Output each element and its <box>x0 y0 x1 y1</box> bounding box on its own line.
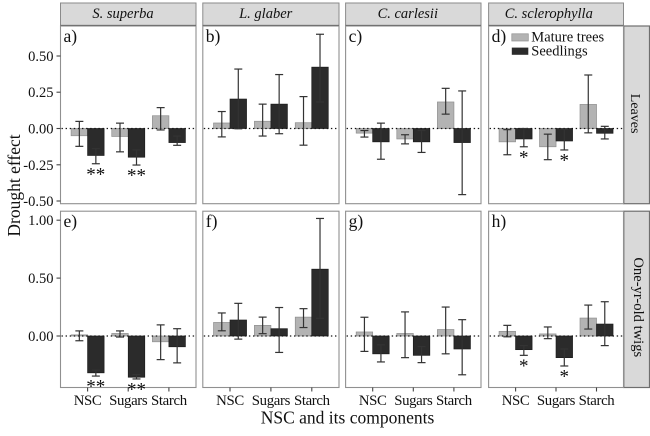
svg-text:1.00: 1.00 <box>28 213 53 229</box>
svg-text:*: * <box>519 356 529 377</box>
svg-text:Seedlings: Seedlings <box>531 43 588 59</box>
svg-text:**: ** <box>127 166 146 187</box>
svg-text:Sugars: Sugars <box>252 393 291 409</box>
svg-text:C. carlesii: C. carlesii <box>378 6 438 22</box>
svg-text:Starch: Starch <box>151 393 188 409</box>
svg-text:a): a) <box>64 26 78 46</box>
svg-text:0.00: 0.00 <box>28 329 53 345</box>
svg-text:0.25: 0.25 <box>28 85 53 101</box>
svg-text:b): b) <box>206 26 221 46</box>
svg-text:Sugars: Sugars <box>394 393 433 409</box>
svg-text:NSC: NSC <box>74 393 102 409</box>
svg-text:*: * <box>560 151 570 172</box>
svg-text:g): g) <box>349 211 364 231</box>
svg-text:0.50: 0.50 <box>28 271 53 287</box>
svg-text:**: ** <box>127 380 146 401</box>
svg-text:Mature trees: Mature trees <box>531 30 604 46</box>
svg-text:Starch: Starch <box>579 393 616 409</box>
svg-text:0.00: 0.00 <box>28 122 53 138</box>
svg-text:-0.50: -0.50 <box>23 194 53 210</box>
svg-text:*: * <box>560 367 570 388</box>
svg-text:*: * <box>519 147 529 168</box>
svg-text:NSC: NSC <box>359 393 387 409</box>
svg-text:NSC and its components: NSC and its components <box>261 408 435 428</box>
svg-text:NSC: NSC <box>502 393 530 409</box>
svg-text:One-yr-old twigs: One-yr-old twigs <box>630 257 646 357</box>
svg-text:Leaves: Leaves <box>627 94 642 134</box>
svg-text:Starch: Starch <box>294 393 331 409</box>
svg-text:C. sclerophylla: C. sclerophylla <box>505 6 593 22</box>
svg-text:Sugars: Sugars <box>109 393 148 409</box>
svg-text:c): c) <box>349 26 363 46</box>
svg-text:Drought effect: Drought effect <box>4 134 24 236</box>
svg-text:h): h) <box>492 211 507 231</box>
svg-text:f): f) <box>206 211 218 231</box>
svg-text:Sugars: Sugars <box>537 393 576 409</box>
svg-text:**: ** <box>86 164 105 185</box>
svg-text:NSC: NSC <box>216 393 244 409</box>
svg-text:S. superba: S. superba <box>92 6 153 22</box>
svg-text:L. glaber: L. glaber <box>238 6 293 22</box>
svg-text:**: ** <box>86 377 105 398</box>
svg-text:d): d) <box>492 26 507 46</box>
svg-text:Starch: Starch <box>436 393 473 409</box>
svg-text:e): e) <box>64 211 78 231</box>
svg-text:0.50: 0.50 <box>28 49 53 65</box>
svg-text:-0.25: -0.25 <box>23 158 53 174</box>
